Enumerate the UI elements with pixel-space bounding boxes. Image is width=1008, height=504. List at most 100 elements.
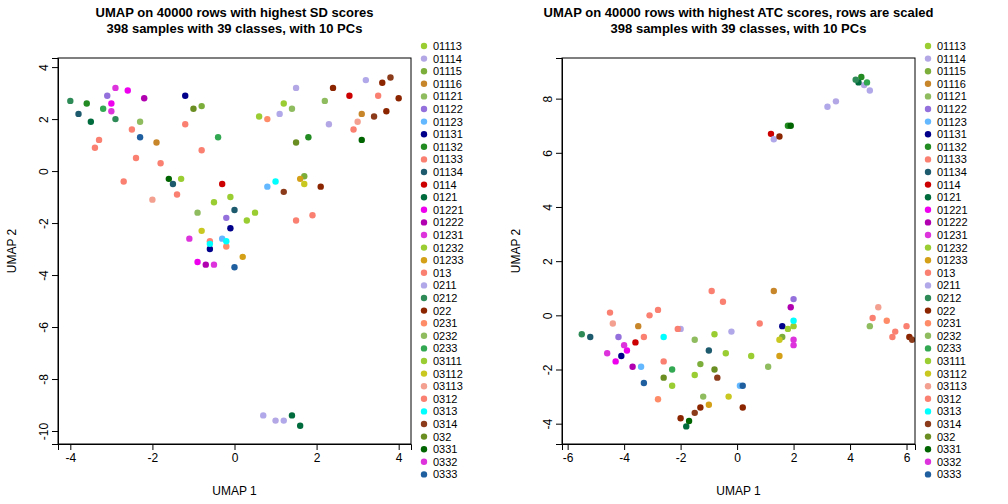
series [96,121,357,161]
legend-symbol [925,194,931,200]
legend-symbol [925,358,931,364]
point [203,261,209,267]
point [677,415,683,421]
subtitle: 398 samples with 39 classes, with 10 PCs [611,21,867,36]
series [618,323,785,359]
series [317,79,401,189]
legend-label: 032 [937,431,955,443]
series [108,108,217,268]
y-tick: 2 [37,116,58,123]
series [108,87,201,265]
x-tick-mark [794,444,795,450]
point [629,364,635,370]
point [166,176,172,182]
legend-symbol [925,81,931,87]
point [289,412,295,418]
legend-symbol [925,408,931,414]
point [272,178,278,184]
legend-symbol [925,295,931,301]
series [641,288,896,340]
point [174,191,180,197]
point [765,364,771,370]
y-tick-label: 0 [541,312,555,319]
y-tick-mark [556,207,562,208]
point [395,95,401,101]
y-tick-label: -10 [37,423,51,441]
legend-label: 01122 [433,103,463,115]
legend-symbol [421,244,427,250]
point [788,304,794,310]
legend-label: 0314 [433,418,457,430]
legend-symbol [925,43,931,49]
legend-label: 01232 [433,242,464,254]
series [75,111,237,214]
point [215,134,221,140]
series [728,87,873,334]
point [244,217,250,223]
x-tick: 6 [904,444,911,465]
title: UMAP on 40000 rows with highest ATC scor… [544,5,934,20]
point [833,98,839,104]
point [610,320,616,326]
legend-symbol [421,144,427,150]
point [655,396,661,402]
y-tick-mark [556,261,562,262]
point [776,353,782,359]
point [92,144,98,150]
point [178,176,184,182]
x-tick-mark [681,444,682,450]
x-tick-label: -2 [148,451,159,465]
point [157,160,163,166]
y-tick-mark [52,379,58,380]
series [706,353,783,408]
point [864,79,870,85]
legend-symbol [421,68,427,74]
legend-label: 01132 [937,141,967,153]
series [281,74,394,195]
legend-symbol [421,433,427,439]
point [305,134,311,140]
x-tick-label: -4 [65,451,76,465]
point [706,402,712,408]
y-tick-label: -6 [37,322,51,333]
point [375,92,381,98]
legend-symbol [925,282,931,288]
series [194,105,295,215]
series [166,137,365,182]
point [683,423,689,429]
point [88,118,94,124]
y-axis: -10-8-6-4-2024 [37,59,59,445]
point [621,342,627,348]
series [638,364,743,389]
point [768,131,774,137]
x-tick: -6 [563,444,574,465]
legend-label: 01221 [433,204,464,216]
legend-label: 01233 [433,254,464,266]
x-tick-mark [737,444,738,450]
point [383,108,389,114]
point [706,347,712,353]
point [67,98,73,104]
y-tick-mark [556,315,562,316]
series [692,337,772,370]
x-tick-mark [907,444,908,450]
point [660,358,666,364]
legend-symbol [925,270,931,276]
legend-label: 0331 [937,443,961,455]
point [137,134,143,140]
series [207,178,279,247]
point [708,288,714,294]
x-tick-label: -4 [619,451,630,465]
series [141,95,209,268]
legend-label: 01123 [433,116,463,128]
point [317,183,323,189]
legend-label: 01134 [937,166,967,178]
point [194,209,200,215]
point [387,74,393,80]
x-tick-label: 4 [396,451,403,465]
point [350,126,356,132]
x-tick: 4 [396,444,403,465]
x-tick-mark [70,444,71,450]
series [697,334,785,367]
legend-label: 01114 [937,53,966,65]
